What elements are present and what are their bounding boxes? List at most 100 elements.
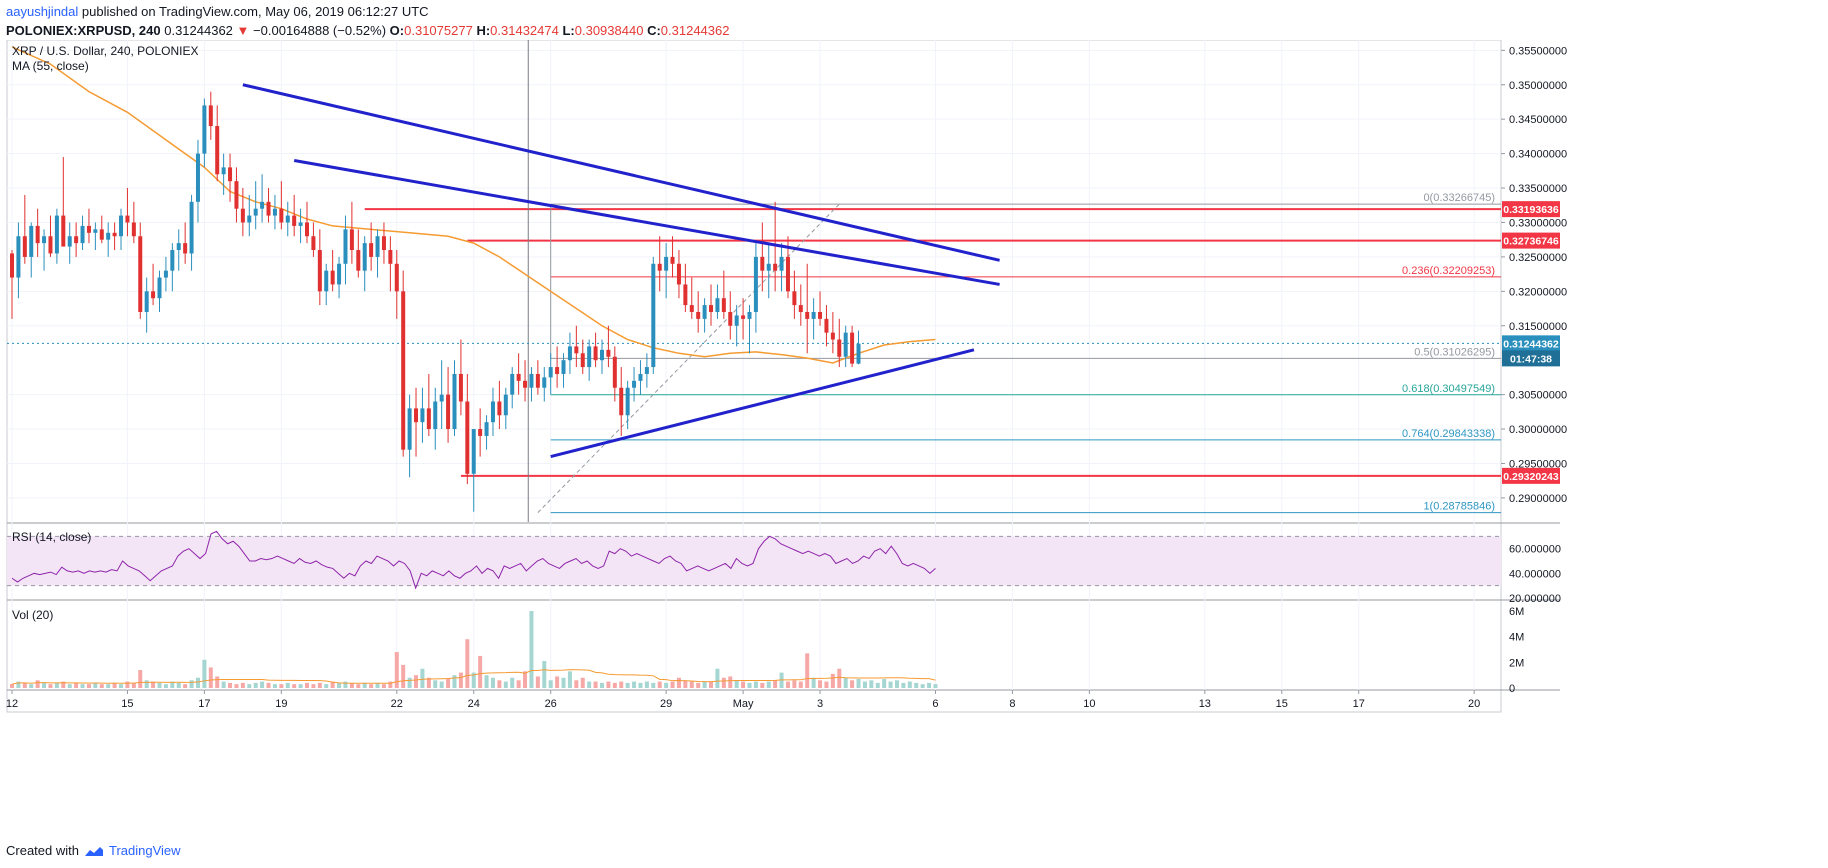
volume-bar (215, 676, 220, 688)
volume-bar (843, 677, 848, 688)
time-tick-label: 17 (198, 698, 210, 710)
volume-bar (824, 681, 829, 688)
volume-bar (112, 682, 117, 688)
price-tag-label: 01:47:38 (1510, 353, 1552, 365)
price-tick-label: 0.34000000 (1509, 149, 1567, 161)
volume-bar (542, 661, 547, 688)
candle-down (676, 263, 681, 285)
volume-bar (48, 684, 53, 688)
volume-bar (433, 680, 438, 688)
candle-down (798, 305, 803, 312)
volume-bar (292, 684, 297, 688)
candle-up (632, 380, 637, 388)
time-tick-label: 17 (1353, 698, 1365, 710)
volume-pane-title: Vol (20) (12, 608, 53, 622)
candle-up (324, 270, 329, 292)
volume-bar (689, 681, 694, 688)
candle-up (433, 401, 438, 430)
author-link[interactable]: aayushjindal (6, 4, 79, 19)
candle-down (317, 250, 322, 292)
time-tick-label: 10 (1083, 698, 1095, 710)
candle-down (818, 311, 823, 319)
tradingview-link[interactable]: TradingView (108, 843, 181, 858)
price-tag-label: 0.31244362 (1503, 338, 1559, 350)
candle-down (279, 208, 284, 223)
volume-bar (894, 680, 899, 688)
volume-bar (35, 680, 40, 688)
candle-down (125, 215, 130, 223)
low-value: 0.30938440 (574, 23, 644, 38)
volume-bar (125, 681, 130, 688)
volume-bar (747, 682, 752, 688)
volume-bar (343, 681, 348, 688)
volume-bar (811, 677, 816, 688)
candle-up (221, 167, 226, 175)
volume-bar (612, 682, 617, 688)
volume-bar (471, 672, 476, 688)
volume-bar (535, 676, 540, 688)
candle-up (29, 225, 34, 257)
volume-bar (741, 681, 746, 688)
candle-down (696, 311, 701, 319)
candle-down (458, 373, 463, 402)
volume-bar (119, 684, 124, 688)
candle-up (843, 332, 848, 357)
fib-level-label: 0.764(0.29843338) (1402, 428, 1495, 440)
publish-line: aayushjindal published on TradingView.co… (6, 4, 429, 19)
volume-bar (234, 684, 239, 688)
rsi-tick-label: 40.000000 (1509, 568, 1561, 580)
candle-down (523, 380, 528, 388)
candle-down (670, 256, 675, 264)
volume-bar (625, 682, 630, 688)
candle-up (664, 256, 669, 271)
candle-up (176, 243, 181, 251)
volume-bar (195, 677, 200, 688)
time-tick-label: 19 (275, 698, 287, 710)
rsi-tick-label: 60.000000 (1509, 544, 1561, 556)
candle-down (824, 318, 829, 333)
volume-bar (721, 677, 726, 688)
created-with-text: Created with (6, 843, 79, 858)
volume-bar (657, 681, 662, 688)
candle-up (811, 311, 816, 319)
volume-tick-label: 0 (1509, 683, 1515, 695)
candle-down (555, 367, 560, 374)
volume-bar (99, 684, 104, 688)
price-tag-box (1502, 335, 1560, 352)
volume-bar (548, 680, 553, 688)
candle-down (22, 236, 27, 257)
volume-bar (753, 681, 758, 688)
time-tick-label: 22 (391, 698, 403, 710)
volume-bar (837, 668, 842, 688)
candle-up (247, 215, 252, 223)
chart-frame (6, 40, 1502, 713)
time-tick-label: 13 (1199, 698, 1211, 710)
volume-bar (478, 655, 483, 688)
volume-bar (734, 680, 739, 688)
volume-bar (304, 682, 309, 688)
candle-down (304, 222, 309, 237)
volume-bar (490, 677, 495, 688)
candle-down (516, 373, 521, 381)
candle-up (67, 236, 72, 247)
candle-down (446, 394, 451, 430)
fib-level-label: 0(0.33266745) (1423, 192, 1495, 204)
candle-up (529, 373, 534, 388)
main-pane-title: XRP / U.S. Dollar, 240, POLONIEX (12, 44, 199, 58)
volume-bar (228, 682, 233, 688)
volume-bar (567, 671, 572, 688)
candle-up (625, 387, 630, 416)
volume-bar (696, 682, 701, 688)
candle-down (311, 236, 316, 251)
candle-down (131, 222, 136, 237)
candle-down (138, 236, 143, 312)
candle-down (497, 401, 502, 416)
volume-bar (337, 682, 342, 688)
chart-canvas[interactable]: 0.35500000 0.35000000 0.34500000 0.34000000… (0, 40, 1828, 850)
time-tick-label: 3 (817, 698, 823, 710)
volume-bar (208, 667, 213, 688)
volume-bar (401, 664, 406, 688)
candle-down (689, 305, 694, 312)
volume-bar (420, 668, 425, 688)
